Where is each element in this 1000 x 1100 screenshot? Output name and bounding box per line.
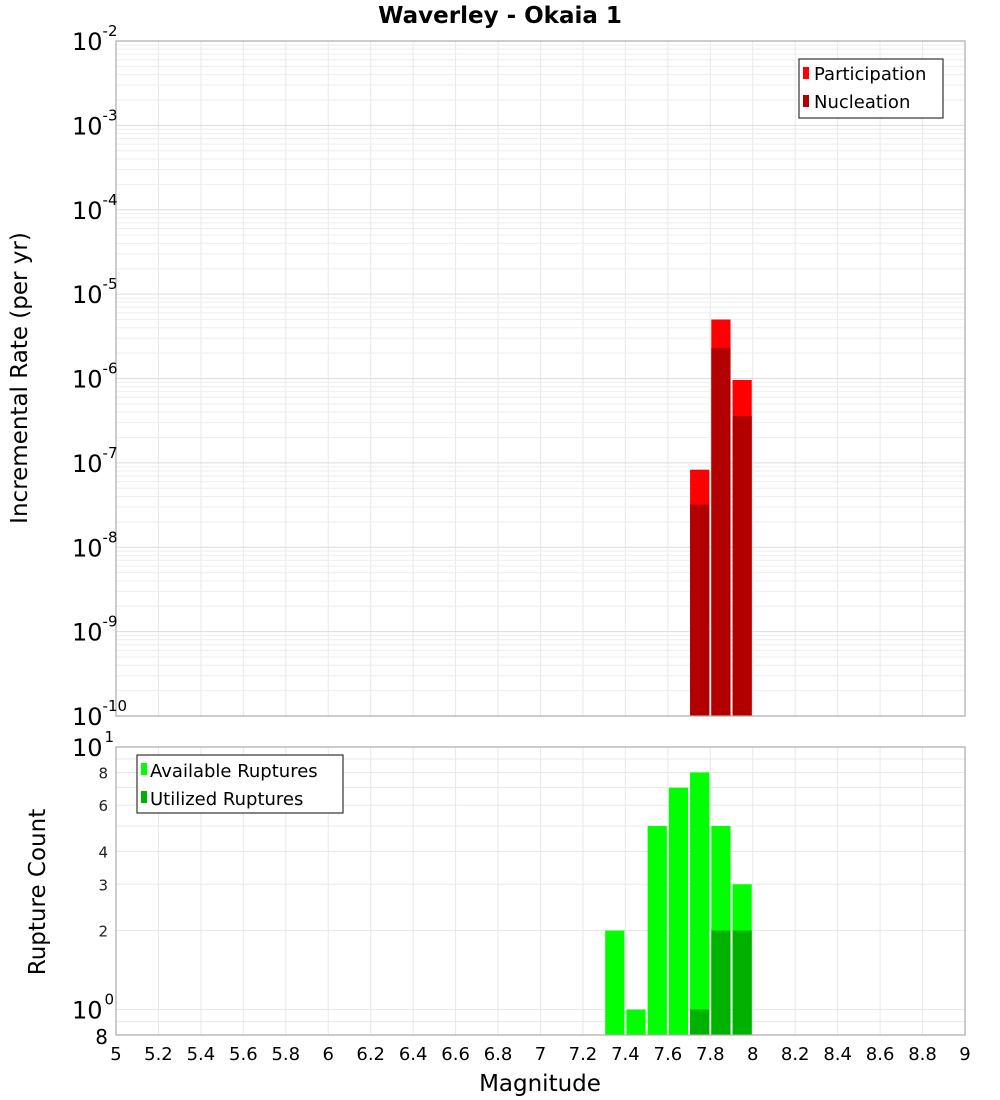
available-ruptures-bar <box>648 826 667 1035</box>
x-tick-label: 6.2 <box>356 1044 385 1065</box>
x-tick-label: 9 <box>959 1044 970 1065</box>
legend-utilized-ruptures: Utilized Ruptures <box>150 789 303 810</box>
y-tick-label: 100 <box>72 991 114 1025</box>
x-tick-label: 6 <box>323 1044 334 1065</box>
x-axis-ticks: 5 5.2 5.4 5.6 5.8 6 6.2 6.4 6.6 6.8 7 7.2 7.4 7.6 7.8 8… <box>110 1044 970 1065</box>
y-tick-label: 6 <box>98 797 108 815</box>
x-tick-label: 8.8 <box>908 1044 937 1065</box>
top-gridlines <box>116 41 965 716</box>
available-ruptures-bar <box>605 931 624 1035</box>
x-tick-label: 5.8 <box>271 1044 300 1065</box>
y-tick-label: 8 <box>98 764 108 782</box>
bottom-legend: Available Ruptures Utilized Ruptures <box>137 755 343 813</box>
x-tick-label: 7.2 <box>569 1044 598 1065</box>
available-swatch-icon <box>141 763 147 775</box>
y-tick-label: 10-4 <box>72 191 118 225</box>
x-tick-label: 7 <box>535 1044 546 1065</box>
participation-swatch-icon <box>803 67 809 79</box>
available-ruptures-bar <box>669 788 688 1035</box>
y-tick-label: 8 <box>95 1025 108 1049</box>
x-tick-label: 8.6 <box>866 1044 895 1065</box>
nucleation-swatch-icon <box>803 95 809 107</box>
legend-participation: Participation <box>814 64 926 85</box>
top-plot-incremental-rate: 10-2 10-3 10-4 10-5 10-6 10-7 10-8 10-9 10-10 In… <box>7 22 965 731</box>
available-ruptures-bar <box>626 1010 645 1035</box>
y-tick-label: 2 <box>98 923 108 941</box>
bottom-y-axis-label: Rupture Count <box>25 809 51 975</box>
x-tick-label: 5.6 <box>229 1044 258 1065</box>
x-tick-label: 5 <box>110 1044 121 1065</box>
x-axis-label: Magnitude <box>479 1071 601 1097</box>
x-tick-label: 6.8 <box>484 1044 513 1065</box>
utilized-ruptures-bar <box>733 931 752 1035</box>
bottom-plot-rupture-count: 101100864328 Rupture Count Available Rup… <box>25 728 971 1097</box>
y-tick-label: 10-8 <box>72 528 118 562</box>
bottom-y-axis-ticks: 101100864328 <box>72 728 114 1049</box>
x-tick-label: 8 <box>747 1044 758 1065</box>
y-tick-label: 10-2 <box>72 22 118 56</box>
x-tick-label: 5.2 <box>144 1044 173 1065</box>
y-tick-label: 10-9 <box>72 613 118 647</box>
available-ruptures-bar <box>690 772 709 1035</box>
legend-available-ruptures: Available Ruptures <box>150 761 318 782</box>
y-tick-label: 4 <box>98 843 108 861</box>
y-tick-label: 10-5 <box>72 275 118 309</box>
chart-canvas: Waverley - Okaia 1 10-210-310-410-510-61… <box>0 0 1000 1100</box>
y-tick-label: 10-6 <box>72 360 118 394</box>
utilized-swatch-icon <box>141 791 147 803</box>
top-y-axis-label: Incremental Rate (per yr) <box>7 232 33 524</box>
x-tick-label: 5.4 <box>187 1044 216 1065</box>
y-tick-label: 10-3 <box>72 106 118 140</box>
utilized-ruptures-bar <box>711 931 730 1035</box>
y-tick-label: 3 <box>98 876 108 894</box>
nucleation-bar <box>711 348 730 716</box>
y-tick-label: 101 <box>72 728 114 762</box>
x-tick-label: 7.6 <box>654 1044 683 1065</box>
x-tick-label: 6.4 <box>399 1044 428 1065</box>
nucleation-bar <box>733 416 752 716</box>
y-tick-label: 10-10 <box>72 697 127 731</box>
legend-nucleation: Nucleation <box>814 92 910 113</box>
y-tick-label: 10-7 <box>72 444 118 478</box>
x-tick-label: 8.2 <box>781 1044 810 1065</box>
nucleation-bar <box>690 505 709 716</box>
x-tick-label: 7.4 <box>611 1044 640 1065</box>
x-tick-label: 7.8 <box>696 1044 725 1065</box>
x-tick-label: 8.4 <box>823 1044 852 1065</box>
utilized-ruptures-bar <box>690 1010 709 1035</box>
chart-title: Waverley - Okaia 1 <box>378 3 622 29</box>
x-tick-label: 6.6 <box>441 1044 470 1065</box>
top-legend: Participation Nucleation <box>799 59 943 118</box>
